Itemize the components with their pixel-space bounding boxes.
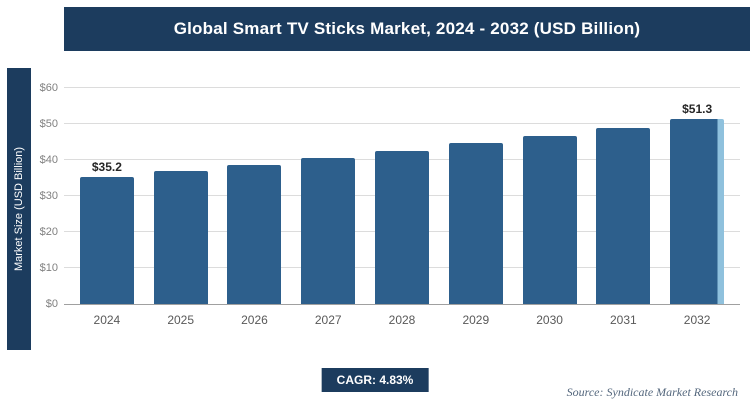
cagr-badge: CAGR: 4.83% [321, 368, 429, 392]
bar [670, 119, 725, 304]
x-tick-label: 2029 [462, 313, 490, 327]
x-tick-label: 2030 [536, 313, 563, 327]
bar [375, 151, 430, 304]
x-tick-label: 2028 [388, 313, 416, 327]
y-tick-label: $0 [45, 298, 58, 310]
y-axis-title: Market Size (USD Billion) [13, 146, 25, 272]
bar [79, 177, 134, 304]
bar-cell-2030 [513, 88, 587, 304]
bar-cell-2026 [218, 88, 292, 304]
y-tick-label: $50 [39, 118, 58, 130]
y-tick-label: $40 [39, 154, 58, 167]
chart-title: Global Smart TV Sticks Market, 2024 - 20… [173, 19, 641, 38]
bar-value-label: $51.3 [682, 102, 713, 117]
x-tick-labels: 2024 2025 2026 2027 2028 2029 2030 2031 2032 [64, 305, 740, 327]
source-text: Source: Syndicate Market Research [566, 385, 738, 399]
cagr-label: CAGR: 4.83% [336, 373, 414, 387]
gridline [64, 123, 740, 124]
bar [448, 143, 503, 304]
y-axis-title-strip: Market Size (USD Billion) [7, 68, 31, 350]
bar-cell-2029 [439, 88, 513, 304]
bar [153, 171, 208, 304]
y-tick-label: $60 [39, 82, 58, 94]
bar [596, 127, 651, 304]
x-tick-label: 2025 [167, 313, 195, 327]
bars-container: $35.2 $51.3 [64, 88, 740, 304]
gridline [64, 87, 740, 88]
x-tick-label: 2032 [683, 313, 711, 327]
bar [227, 164, 282, 304]
x-tick-label: 2031 [610, 313, 637, 327]
chart-title-banner: Global Smart TV Sticks Market, 2024 - 20… [64, 7, 750, 51]
bar [301, 157, 356, 304]
plot-area: $35.2 $51.3 [64, 87, 740, 305]
bar-cell-2028 [365, 88, 439, 304]
bar-cell-2032: $51.3 [660, 88, 734, 304]
bar [522, 135, 577, 304]
x-tick-label: 2026 [241, 313, 268, 327]
bar-cell-2024: $35.2 [70, 88, 144, 304]
x-tick-label: 2024 [93, 313, 121, 327]
bar-cell-2031 [586, 88, 660, 304]
y-tick-labels: $0 $10 $20 $30 $40 $50 $60 [28, 82, 60, 310]
bar-value-label: $35.2 [91, 160, 122, 175]
bar-cell-2027 [291, 88, 365, 304]
bar-cell-2025 [144, 88, 218, 304]
y-tick-label: $30 [39, 190, 58, 202]
y-tick-label: $10 [39, 262, 58, 275]
x-tick-label: 2027 [314, 313, 342, 327]
y-tick-label: $20 [39, 226, 58, 239]
